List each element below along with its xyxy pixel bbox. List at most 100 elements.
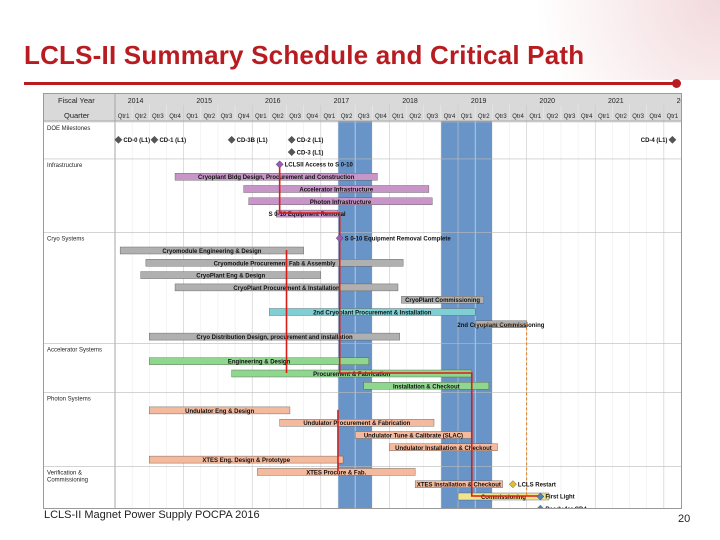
quarter-tick: Qtr4 <box>238 114 250 120</box>
fiscal-year-tick: 2018 <box>402 98 418 105</box>
quarter-tick: Qtr3 <box>495 114 507 120</box>
task-label: Photon Infrastructure <box>310 200 372 206</box>
task-label: 2nd Cryoplant Commissioning <box>457 323 544 329</box>
quarter-tick: Qtr1 <box>186 114 198 120</box>
quarter-tick: Qtr1 <box>324 114 336 120</box>
quarter-tick: Qtr4 <box>444 114 456 120</box>
task-label: Engineering & Design <box>228 360 291 366</box>
milestone-label: S 0-10 Equipment Removal Complete <box>345 236 452 242</box>
quarter-tick: Qtr2 <box>409 114 421 120</box>
task-label: Undulator Tune & Calibrate (SLAC) <box>364 434 463 440</box>
quarter-tick: Qtr4 <box>169 114 181 120</box>
quarter-tick: Qtr1 <box>529 114 541 120</box>
task-bar <box>149 455 344 464</box>
milestone-diamond <box>275 160 284 169</box>
task-label: Cryo Distribution Design, procurement an… <box>196 335 353 341</box>
milestone-label: CD-4 (L1) <box>641 138 668 144</box>
fiscal-year-tick: 2019 <box>471 98 487 105</box>
milestone-diamond <box>287 148 296 156</box>
milestone-diamond <box>114 135 123 144</box>
milestone-diamond <box>509 480 517 489</box>
quarter-label: Quarter <box>64 111 90 120</box>
milestone-label: CD-3B (L1) <box>237 138 268 144</box>
title-rule-dot <box>672 79 681 88</box>
task-label: Cryoplant Bldg Design, Procurement and C… <box>198 175 355 181</box>
task-label: XTES Eng. Design & Prototype <box>202 458 290 464</box>
task-bar <box>389 443 498 451</box>
page-number: 20 <box>678 513 691 525</box>
quarter-tick: Qtr3 <box>152 114 164 120</box>
task-label: Commissioning <box>481 495 526 501</box>
task-bar <box>149 332 400 341</box>
task-label: Procurement & Fabrication <box>313 372 390 378</box>
quarter-tick: Qtr4 <box>375 114 387 120</box>
group-label: Cryo Systems <box>47 237 84 243</box>
task-label: CryoPlant Commissioning <box>405 298 480 304</box>
quarter-tick: Qtr2 <box>341 114 353 120</box>
task-label: XTES Procure & Fab. <box>306 470 366 476</box>
task-bar <box>257 468 416 476</box>
task-bar <box>248 197 433 206</box>
task-bar <box>363 382 490 390</box>
milestone-diamond <box>536 492 545 501</box>
quarter-tick: Qtr3 <box>632 114 644 120</box>
fiscal-year-label: Fiscal Year <box>58 96 95 105</box>
task-bar <box>145 259 404 267</box>
task-bar <box>414 480 503 488</box>
milestone-label: LCLS Restart <box>518 482 556 488</box>
quarter-tick: Qtr1 <box>118 114 130 120</box>
milestone-diamond <box>335 234 344 243</box>
footer-text: LCLS-II Magnet Power Supply POCPA 2016 <box>44 509 260 521</box>
task-label: Undulator Eng & Design <box>185 409 254 415</box>
milestone-label: CD-2 (L1) <box>297 138 324 144</box>
task-label: Cryomodule Engineering & Design <box>162 249 261 255</box>
milestone-diamond <box>227 135 236 144</box>
task-bar <box>149 357 370 365</box>
group-label: Photon Systems <box>47 397 91 403</box>
task-bar <box>140 271 322 279</box>
milestone-label: CD-3 (L1) <box>297 150 324 156</box>
fiscal-year-tick: 2014 <box>128 98 144 105</box>
group-label: Accelerator Systems <box>47 347 102 353</box>
quarter-tick: Qtr4 <box>306 114 318 120</box>
milestone-label: Ready for CD4 <box>545 507 587 508</box>
task-label: Cryomodule Procurement Fab & Assembly <box>214 261 336 267</box>
fiscal-year-tick: 2015 <box>196 98 212 105</box>
fiscal-year-tick: 2021 <box>608 98 624 105</box>
group-label: DOE Milestones <box>47 126 90 132</box>
milestone-label: First Light <box>545 495 574 501</box>
group-label: Infrastructure <box>47 163 83 169</box>
quarter-tick: Qtr4 <box>512 114 524 120</box>
task-label: CryoPlant Eng & Design <box>196 274 265 280</box>
fiscal-year-tick: 2022 <box>677 98 681 105</box>
milestone-diamond <box>668 135 677 144</box>
task-label: Undulator Procurement & Fabrication <box>303 421 410 427</box>
quarter-tick: Qtr1 <box>392 114 404 120</box>
milestone-label: CD-0 (L1) <box>123 138 150 144</box>
group-label: Commissioning <box>47 477 88 483</box>
fiscal-year-tick: 2020 <box>539 98 555 105</box>
quarter-tick: Qtr3 <box>358 114 370 120</box>
task-label: XTES Installation & Checkout <box>417 483 501 489</box>
quarter-tick: Qtr2 <box>272 114 284 120</box>
quarter-tick: Qtr4 <box>581 114 593 120</box>
quarter-tick: Qtr2 <box>135 114 147 120</box>
task-bar <box>243 185 430 193</box>
fiscal-year-tick: 2016 <box>265 98 281 105</box>
header-band <box>44 94 681 121</box>
title-rule <box>24 82 676 85</box>
quarter-tick: Qtr3 <box>221 114 233 120</box>
milestone-diamond <box>150 135 159 144</box>
gantt-svg: Fiscal Year Quarter Qtr1 Qtr2 Qtr3 Qtr4 Qtr1 Qt… <box>44 94 681 508</box>
milestone-diamond <box>537 504 544 508</box>
task-bar <box>269 308 476 316</box>
quarter-tick: Qtr1 <box>461 114 473 120</box>
task-bar <box>401 295 484 304</box>
task-bar <box>174 172 378 181</box>
quarter-tick: Qtr3 <box>564 114 576 120</box>
quarter-tick: Qtr1 <box>598 114 610 120</box>
quarter-tick: Qtr1 <box>667 114 679 120</box>
quarter-tick: Qtr2 <box>203 114 215 120</box>
gantt-chart: Fiscal Year Quarter Qtr1 Qtr2 Qtr3 Qtr4 Qtr1 Qt… <box>43 93 682 509</box>
task-label: S 0-10 Equipment Removal <box>269 212 346 218</box>
